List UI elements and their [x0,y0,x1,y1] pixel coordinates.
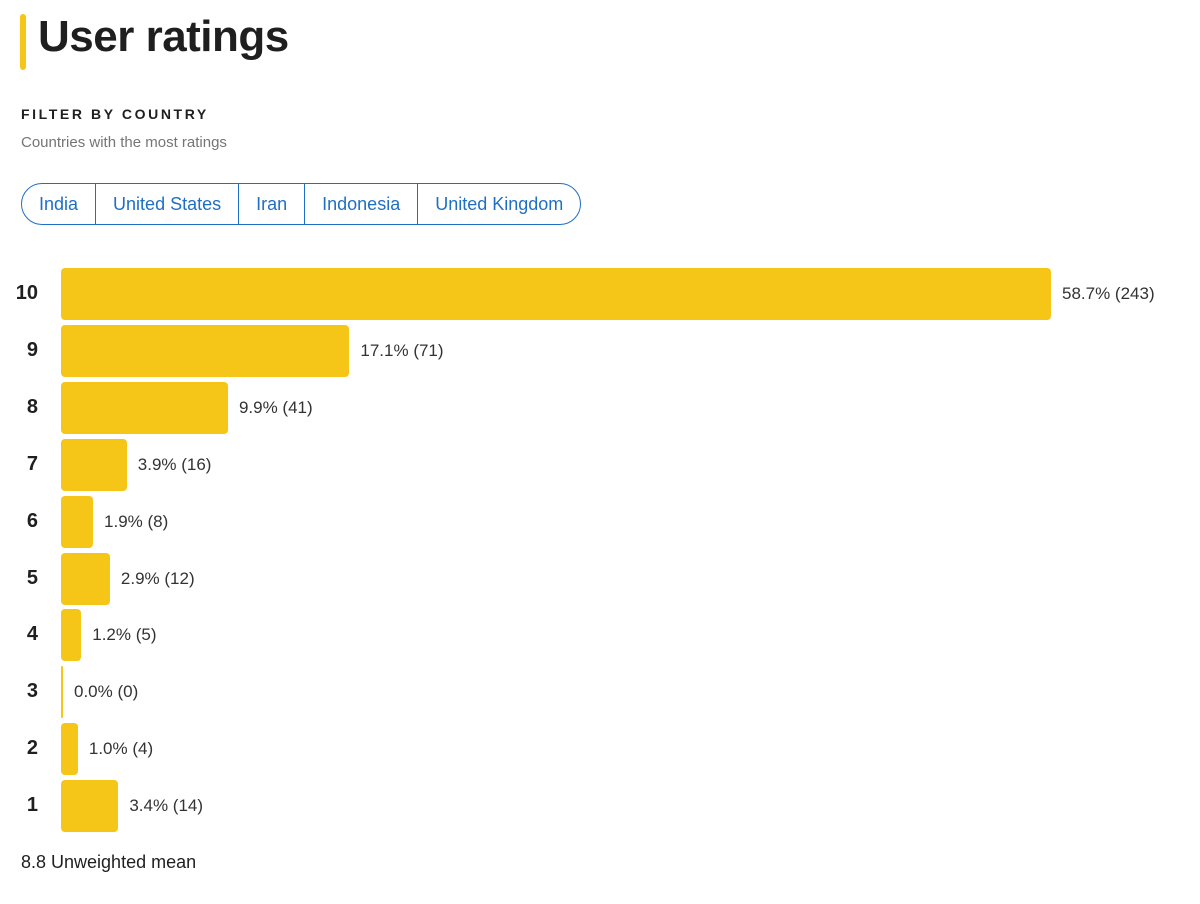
chip-india[interactable]: India [22,184,97,224]
rating-bar[interactable] [61,324,350,377]
rating-value-label: 58.7% (243) [1062,284,1155,303]
filter-heading: FILTER BY COUNTRY [21,106,209,122]
rating-label: 5 [26,566,38,589]
rating-bar[interactable] [61,723,78,776]
rating-label: 7 [26,452,38,475]
unweighted-mean: 8.8 Unweighted mean [21,852,197,872]
page-title: User ratings [38,12,289,61]
rating-value-label: 2.9% (12) [120,568,195,588]
rating-bar[interactable] [61,268,1051,320]
rating-bar[interactable] [61,780,119,833]
rating-value-label: 0.0% (0) [74,682,139,702]
chip-iran[interactable]: Iran [239,184,306,224]
rating-label: 3 [26,680,38,703]
rating-label: 8 [26,395,38,418]
rating-label: 1 [26,794,38,817]
rating-value-label: 1.0% (4) [88,739,154,759]
rating-label: 2 [26,737,38,760]
rating-bar[interactable] [61,666,63,719]
rating-bar[interactable] [61,552,110,605]
rating-value-label: 3.9% (16) [137,454,212,474]
rating-value-label: 17.1% (71) [360,340,444,360]
rating-value-label: 3.4% (14) [129,796,204,816]
rating-bar[interactable] [61,381,228,434]
filter-subtitle: Countries with the most ratings [21,134,227,151]
chip-indonesia[interactable]: Indonesia [305,184,419,224]
rating-label: 6 [26,509,38,532]
chip-united-states[interactable]: United States [96,184,240,224]
rating-value-label: 1.9% (8) [104,511,169,531]
rating-label: 10 [15,282,38,304]
rating-label: 4 [26,623,38,646]
rating-bar[interactable] [61,438,127,491]
rating-bar[interactable] [61,609,82,662]
title-accent-bar [20,14,26,70]
rating-bar[interactable] [61,495,94,548]
chip-united-kingdom[interactable]: United Kingdom [435,193,564,214]
rating-value-label: 1.2% (5) [92,625,157,645]
rating-value-label: 9.9% (41) [238,397,313,417]
rating-label: 9 [26,338,38,361]
country-filter-chips: India United States Iran Indonesia Unite… [21,183,582,225]
